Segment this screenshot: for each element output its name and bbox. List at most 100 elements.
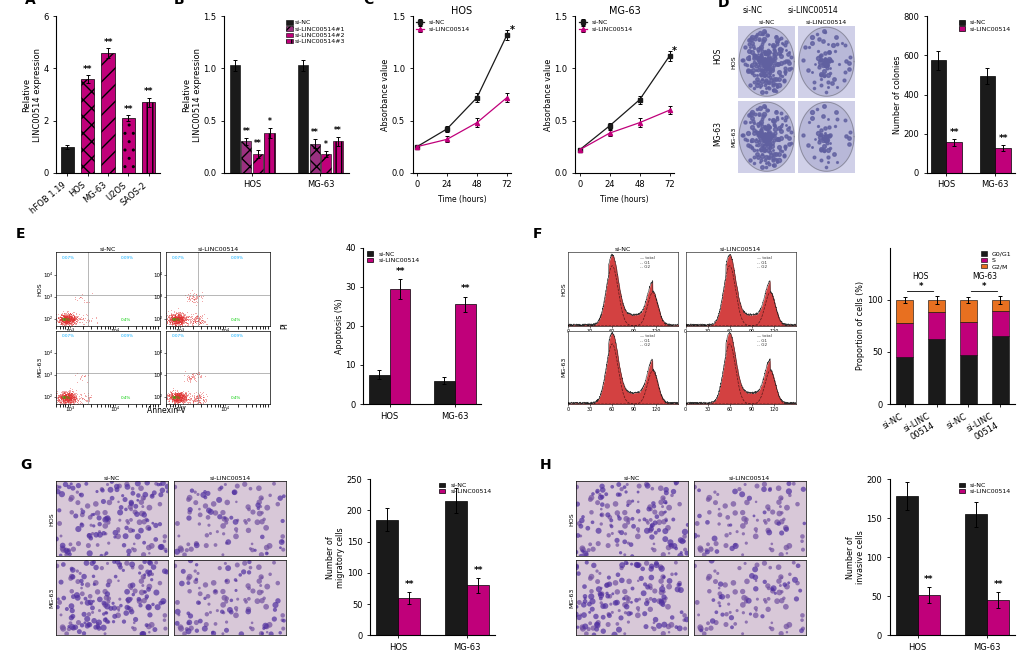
Point bbox=[196, 396, 212, 407]
Point bbox=[175, 392, 192, 402]
Point bbox=[69, 310, 86, 321]
Point bbox=[86, 579, 102, 590]
Point bbox=[191, 598, 207, 608]
Point bbox=[56, 309, 72, 320]
Point bbox=[171, 311, 187, 322]
Point bbox=[63, 318, 79, 329]
Point bbox=[79, 597, 96, 608]
Point bbox=[170, 310, 186, 321]
Point bbox=[66, 394, 83, 405]
Point bbox=[174, 391, 191, 402]
Point bbox=[63, 395, 79, 405]
Point bbox=[56, 314, 72, 325]
Point bbox=[62, 393, 78, 403]
Bar bbox=[895, 300, 912, 323]
Point bbox=[167, 318, 183, 329]
Point bbox=[55, 392, 71, 402]
Point bbox=[47, 312, 63, 323]
Point bbox=[57, 316, 73, 327]
Point bbox=[58, 394, 74, 405]
Point bbox=[142, 557, 158, 567]
Point bbox=[58, 315, 74, 326]
Point bbox=[59, 392, 75, 402]
Point bbox=[186, 294, 203, 305]
Point bbox=[173, 313, 190, 324]
Point bbox=[170, 316, 186, 326]
Point bbox=[163, 314, 179, 324]
Point bbox=[57, 311, 73, 322]
Point bbox=[144, 620, 160, 630]
Point bbox=[240, 567, 257, 578]
Point bbox=[172, 318, 189, 329]
Point bbox=[167, 318, 183, 328]
Point bbox=[755, 558, 771, 569]
Point bbox=[66, 316, 83, 327]
Point bbox=[53, 312, 69, 323]
Point bbox=[161, 398, 177, 408]
Point bbox=[164, 390, 180, 401]
Point bbox=[136, 595, 152, 606]
Point bbox=[66, 314, 83, 325]
Point bbox=[48, 391, 64, 402]
Point bbox=[82, 392, 98, 402]
Point bbox=[175, 313, 192, 324]
Point bbox=[54, 313, 70, 324]
Point bbox=[168, 396, 184, 406]
Point bbox=[706, 566, 722, 576]
Point bbox=[158, 390, 174, 400]
Point bbox=[89, 318, 105, 328]
Point bbox=[58, 309, 74, 319]
Point bbox=[176, 392, 193, 402]
Point bbox=[63, 612, 79, 623]
Point bbox=[643, 544, 659, 554]
Point bbox=[54, 392, 70, 403]
Point bbox=[177, 315, 194, 326]
Point bbox=[186, 394, 203, 404]
Point bbox=[172, 307, 189, 318]
Point bbox=[61, 390, 77, 400]
Point bbox=[155, 478, 171, 489]
Point bbox=[170, 396, 186, 407]
Point bbox=[66, 312, 83, 322]
Point bbox=[168, 316, 184, 326]
Point bbox=[174, 314, 191, 324]
Point bbox=[229, 481, 246, 491]
Point bbox=[190, 315, 206, 326]
Point bbox=[170, 313, 186, 324]
Point bbox=[64, 312, 81, 322]
Point bbox=[59, 396, 75, 407]
Point bbox=[647, 527, 663, 538]
Point bbox=[172, 312, 189, 322]
Point bbox=[190, 489, 206, 500]
Point bbox=[177, 395, 194, 405]
Point bbox=[57, 318, 73, 328]
Point bbox=[74, 393, 91, 403]
Point bbox=[57, 312, 73, 323]
Point bbox=[57, 392, 73, 403]
Text: PI: PI bbox=[280, 322, 289, 329]
Point bbox=[61, 394, 77, 405]
Point bbox=[67, 388, 84, 398]
Point bbox=[190, 392, 206, 403]
Point bbox=[171, 394, 187, 405]
Point bbox=[164, 317, 180, 328]
Title: si-LINC00514: si-LINC00514 bbox=[197, 247, 238, 252]
Point bbox=[168, 388, 184, 399]
Point bbox=[57, 316, 73, 326]
Point bbox=[189, 390, 205, 401]
Point bbox=[195, 387, 211, 398]
Point bbox=[167, 313, 183, 324]
Point bbox=[170, 396, 186, 407]
Point bbox=[218, 597, 234, 607]
Point bbox=[229, 594, 246, 605]
Point bbox=[136, 550, 152, 560]
Point bbox=[174, 392, 191, 403]
Point bbox=[60, 317, 76, 328]
Point bbox=[56, 390, 72, 401]
Point bbox=[764, 583, 781, 593]
Point bbox=[56, 311, 72, 322]
Point bbox=[155, 392, 171, 403]
Point bbox=[179, 293, 196, 304]
Point bbox=[61, 312, 77, 323]
Point bbox=[727, 587, 743, 597]
